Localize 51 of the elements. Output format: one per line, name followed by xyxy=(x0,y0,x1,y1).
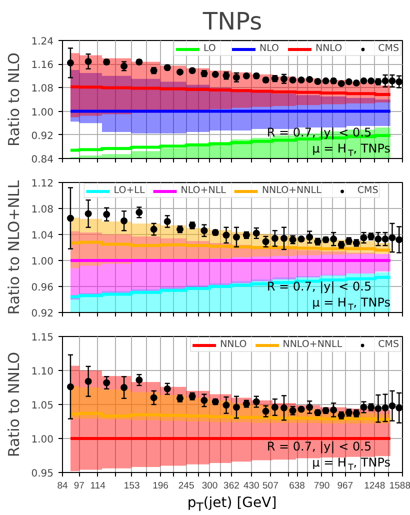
legend-label: NNLO xyxy=(315,43,342,54)
legend-label: NLO+NLL xyxy=(180,185,226,196)
annotation: R = 0.7, |y| < 0.5 xyxy=(266,126,372,140)
annotation: R = 0.7, |y| < 0.5 xyxy=(266,440,372,454)
y-tick-label: 0.84 xyxy=(31,154,54,166)
y-tick-label: 1.05 xyxy=(31,400,54,412)
chart-title: TNPs xyxy=(202,8,262,36)
x-tick-label: 84 xyxy=(57,480,68,492)
legend-label: LO+LL xyxy=(114,185,145,196)
legend-label: NNLO+NNLL xyxy=(282,339,342,350)
y-tick-label: 0.92 xyxy=(31,308,54,320)
y-tick-label: 0.96 xyxy=(31,282,54,294)
x-axis-title: p$_{T}$(jet) [GeV] xyxy=(187,495,277,515)
x-tick-label: 196 xyxy=(152,480,168,492)
legend-label: CMS xyxy=(357,185,378,196)
x-tick-label: 245 xyxy=(178,480,194,492)
x-tick-label: 362 xyxy=(224,480,240,492)
y-axis-title: Ratio to NNLO xyxy=(5,352,24,458)
y-tick-label: 1.04 xyxy=(31,230,54,242)
y-tick-label: 1.08 xyxy=(31,204,54,216)
y-axis-title: Ratio to NLO xyxy=(5,52,24,146)
x-tick-label: 507 xyxy=(262,480,278,492)
y-axis-title: Ratio to NLO+NLL xyxy=(5,180,24,315)
x-tick-label: 430 xyxy=(243,480,260,492)
x-tick-label: 97 xyxy=(74,480,84,492)
x-tick-label: 790 xyxy=(314,480,330,492)
x-tick-label: 967 xyxy=(337,480,354,492)
x-tick-label: 1248 xyxy=(364,480,386,492)
y-tick-label: 1.00 xyxy=(31,107,54,118)
legend-label: CMS xyxy=(378,339,399,350)
x-tick-label: 153 xyxy=(124,480,140,492)
legend-label: CMS xyxy=(378,43,399,54)
y-tick-label: 1.16 xyxy=(31,60,54,72)
y-tick-label: 1.15 xyxy=(31,332,54,344)
x-tick-label: 114 xyxy=(90,480,106,492)
x-tick-label: 638 xyxy=(289,480,305,492)
y-tick-label: 1.12 xyxy=(31,178,54,190)
y-tick-label: 0.92 xyxy=(31,130,54,142)
x-tick-label: 300 xyxy=(202,480,218,492)
y-tick-label: 1.10 xyxy=(31,366,54,378)
legend-label: NLO xyxy=(259,43,280,54)
y-tick-label: 1.24 xyxy=(31,36,54,48)
legend-label: LO xyxy=(203,43,217,54)
y-tick-label: 1.08 xyxy=(31,84,54,95)
annotation: R = 0.7, |y| < 0.5 xyxy=(266,280,372,294)
x-tick-label: 1588 xyxy=(389,480,410,492)
legend-label: NNLO+NNLL xyxy=(262,185,322,196)
y-tick-label: 0.95 xyxy=(31,468,54,480)
y-tick-label: 1.00 xyxy=(31,434,54,446)
legend-label: NNLO xyxy=(220,339,247,350)
y-tick-label: 1.00 xyxy=(31,256,54,268)
